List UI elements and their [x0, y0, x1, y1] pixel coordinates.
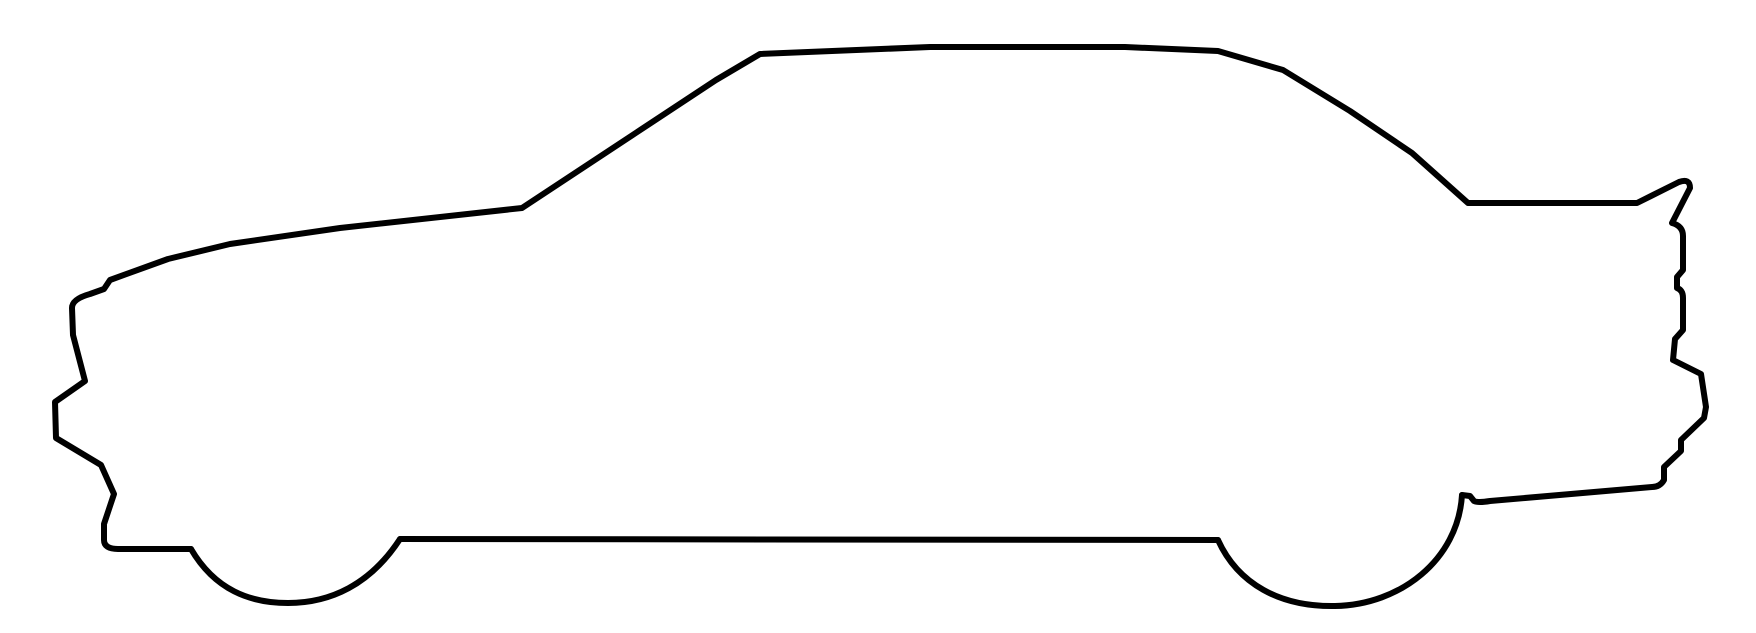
rocker-panel-line — [397, 536, 1221, 543]
front-wheel-arch — [188, 536, 403, 607]
rear-wheel-arch — [1215, 492, 1465, 610]
car-body-outline — [52, 44, 1709, 552]
